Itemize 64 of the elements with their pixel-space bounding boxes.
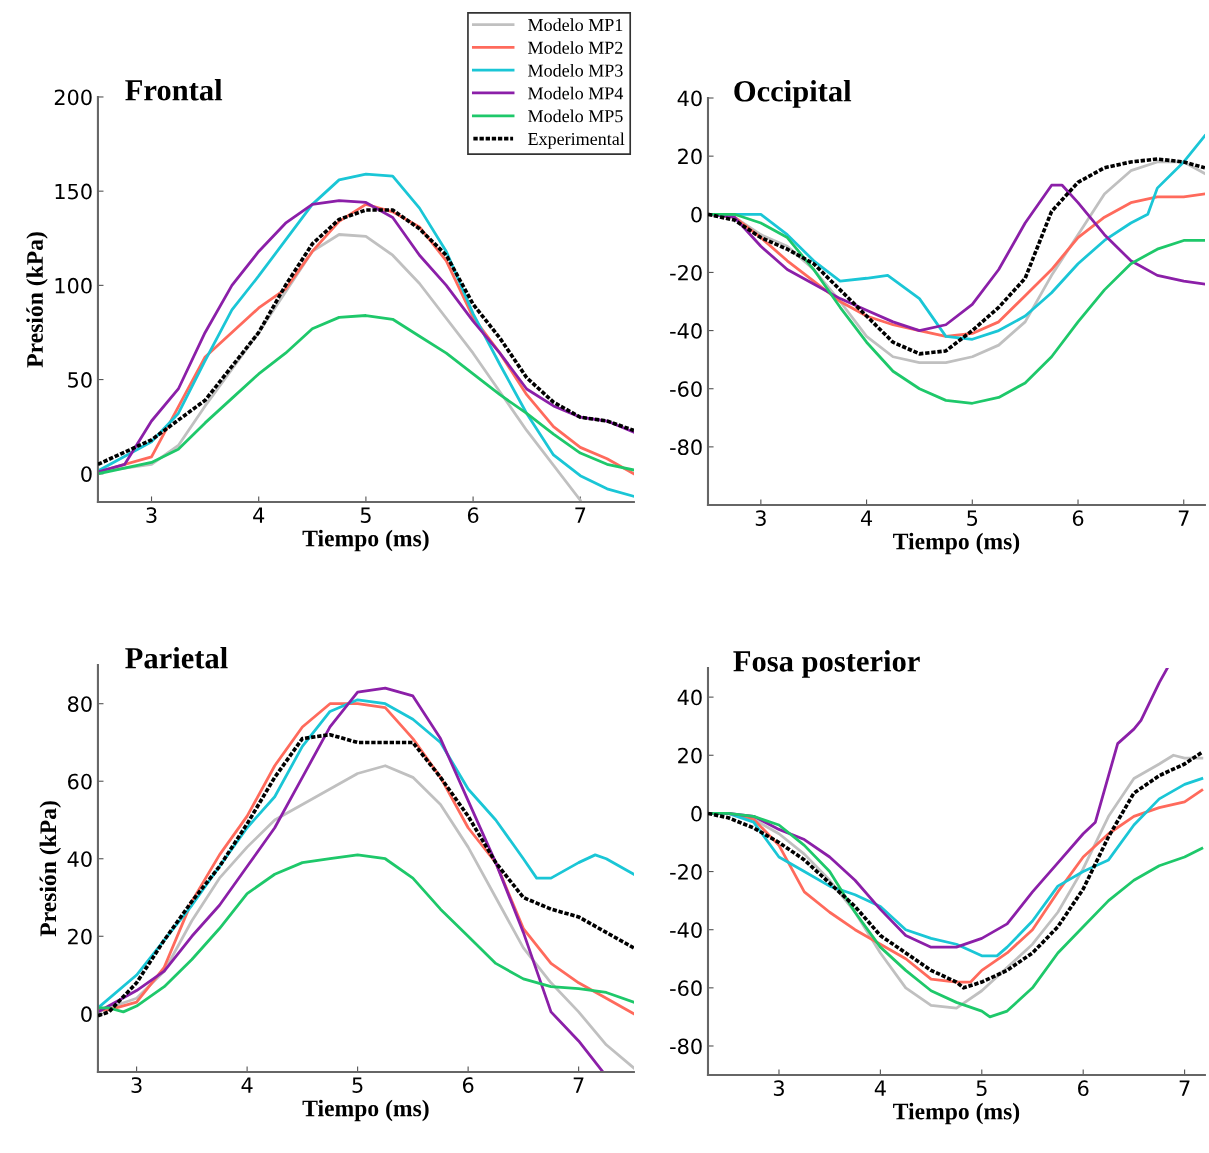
legend-label: Experimental: [528, 132, 625, 149]
chart-title: Occipital: [734, 80, 852, 108]
x-tick-label: 6: [1078, 1080, 1089, 1097]
y-tick-label: -80: [670, 1038, 702, 1055]
legend-label: Modelo MP2: [528, 41, 623, 54]
x-tick-label: 5: [360, 507, 371, 523]
chart-title: Fosa posterior: [733, 650, 920, 678]
x-axis-title: Tiempo (ms): [893, 1102, 1020, 1125]
y-tick-label: 150: [55, 183, 92, 200]
legend-label: Modelo MP4: [528, 86, 624, 100]
x-tick-label: 4: [253, 507, 265, 523]
legend-label: Modelo MP3: [528, 63, 623, 77]
legend-label: Modelo MP1: [528, 18, 623, 32]
x-tick-label: 4: [241, 1077, 253, 1093]
x-tick-label: 3: [755, 510, 766, 526]
x-tick-label: 7: [1179, 1080, 1190, 1096]
y-tick-label: -40: [670, 922, 702, 938]
chart-title: Frontal: [125, 79, 223, 101]
line-series: [97, 314, 634, 476]
x-tick-label: 7: [1178, 510, 1189, 526]
x-tick-label: 5: [976, 1080, 987, 1097]
line-series: [97, 172, 634, 498]
y-tick-label: 80: [67, 696, 92, 712]
y-tick-label: 0: [691, 805, 702, 822]
y-tick-label: 0: [81, 466, 92, 482]
x-tick-label: 3: [773, 1080, 784, 1097]
y-tick-label: 20: [678, 747, 702, 764]
x-tick-label: 6: [467, 507, 479, 523]
x-tick-label: 5: [967, 510, 978, 526]
y-tick-label: -60: [670, 381, 702, 397]
y-tick-label: -40: [670, 323, 702, 339]
y-tick-label: 20: [68, 928, 92, 945]
y-tick-label: 50: [68, 372, 92, 388]
x-axis-title: Tiempo (ms): [302, 529, 429, 552]
x-axis-title: Tiempo (ms): [893, 532, 1020, 555]
y-tick-label: -20: [670, 864, 702, 880]
y-tick-label: 0: [81, 1006, 92, 1023]
x-tick-label: 6: [1072, 510, 1084, 526]
y-tick-label: 0: [691, 206, 702, 223]
x-tick-label: 7: [573, 1077, 584, 1093]
x-tick-label: 3: [131, 1077, 142, 1093]
y-axis-title: Presión (kPa): [39, 801, 61, 937]
y-tick-label: 40: [67, 851, 92, 867]
x-tick-label: 6: [462, 1077, 474, 1093]
line-series: [97, 853, 634, 1014]
y-tick-label: -60: [670, 980, 702, 997]
y-tick-label: -80: [670, 439, 702, 456]
y-axis-title: Presión (kPa): [26, 232, 48, 368]
x-tick-label: 7: [575, 507, 586, 523]
x-tick-label: 4: [874, 1080, 886, 1096]
y-tick-label: 20: [678, 148, 702, 165]
y-tick-label: 100: [55, 277, 92, 294]
y-tick-label: 40: [677, 689, 702, 706]
x-tick-label: 4: [860, 510, 873, 526]
line-series: [97, 686, 605, 1072]
x-axis-title: Tiempo (ms): [302, 1099, 429, 1122]
x-tick-label: 5: [352, 1077, 363, 1093]
chart-title: Parietal: [125, 647, 228, 669]
y-tick-label: 200: [54, 89, 92, 106]
y-tick-label: 40: [677, 90, 702, 107]
y-tick-label: 60: [68, 773, 92, 790]
y-tick-label: -20: [670, 264, 702, 281]
x-tick-label: 3: [146, 507, 157, 523]
legend-label: Modelo MP5: [528, 109, 623, 123]
